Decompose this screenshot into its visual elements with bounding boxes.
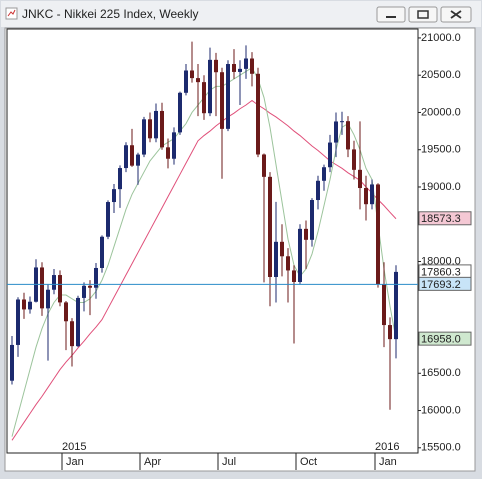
candle-body <box>94 267 98 288</box>
candle-body <box>346 121 350 150</box>
candle-body <box>160 110 164 148</box>
price-label: 17693.2 <box>421 279 461 291</box>
x-tick-label: Jan <box>379 456 397 468</box>
y-tick-label: 16000.0 <box>421 404 461 416</box>
candle-body <box>196 78 200 83</box>
candle-body <box>376 184 380 284</box>
candle-body <box>82 285 86 298</box>
candle-body <box>142 119 146 155</box>
candle-body <box>10 344 14 381</box>
candle-body <box>154 110 158 139</box>
plot-layer: 21000.0 20500.0 20000.0 19500.0 19000.0 18000… <box>7 32 472 470</box>
close-icon <box>450 10 462 19</box>
price-label: 17860.3 <box>421 266 461 278</box>
y-tick-label: 20000.0 <box>421 106 461 118</box>
candle-body <box>394 271 398 340</box>
candle-body <box>100 236 104 268</box>
window-icon-graph <box>7 9 16 17</box>
candle-body <box>124 145 128 169</box>
candle-body <box>274 241 278 277</box>
candle-body <box>262 154 266 177</box>
candle-body <box>298 228 302 282</box>
candle-body <box>214 59 218 73</box>
maximize-icon <box>417 10 429 19</box>
candle-body <box>292 270 296 282</box>
candle-body <box>310 200 314 240</box>
candle-body <box>268 176 272 277</box>
candle-body <box>316 180 320 201</box>
candle-body <box>328 142 332 168</box>
candle-body <box>226 64 230 129</box>
candle-body <box>352 149 356 170</box>
candle-body <box>58 275 62 303</box>
candle-body <box>52 275 56 290</box>
candle-body <box>256 73 260 155</box>
y-tick-label: 16500.0 <box>421 367 461 379</box>
candle-body <box>16 299 20 345</box>
y-tick-label: 21000.0 <box>421 32 461 44</box>
candle-body <box>322 167 326 181</box>
candle-body <box>172 132 176 159</box>
candle-body <box>46 289 50 309</box>
candle-body <box>118 168 122 190</box>
x-tick-label: Oct <box>300 456 317 468</box>
candle-body <box>208 59 212 114</box>
window-icon <box>5 7 18 20</box>
candle-body <box>280 241 284 257</box>
y-tick-label: 20500.0 <box>421 69 461 81</box>
y-tick-label: 15500.0 <box>421 442 461 454</box>
year-label: 2016 <box>375 441 399 453</box>
candle-body <box>220 72 224 129</box>
candle-body <box>178 92 182 133</box>
candle-body <box>382 283 386 326</box>
candle-body <box>166 147 170 159</box>
price-label: 18573.3 <box>421 213 461 225</box>
candle-body <box>40 267 44 309</box>
candle-body <box>388 325 392 340</box>
x-tick-label: Apr <box>144 456 161 468</box>
candle-body <box>136 154 140 166</box>
candle-body <box>106 202 110 237</box>
candle-body <box>358 169 362 189</box>
candle-body <box>232 64 236 72</box>
y-tick-label: 19500.0 <box>421 144 461 156</box>
x-tick-label: Jan <box>66 456 84 468</box>
candle-body <box>202 82 206 114</box>
chart-title: JNKC - Nikkei 225 Index, Weekly <box>22 7 199 21</box>
candle-body <box>28 301 32 310</box>
candle-body <box>340 121 344 123</box>
candle-body <box>184 70 188 93</box>
y-tick-label: 18000.0 <box>421 255 461 267</box>
candle-body <box>244 58 248 69</box>
candle-body <box>250 58 254 74</box>
candle-body <box>88 285 92 288</box>
candle-body <box>370 184 374 205</box>
candle-body <box>286 256 290 271</box>
price-label-box <box>418 276 472 291</box>
candle-body <box>334 121 338 143</box>
candle-body <box>364 188 368 205</box>
candle-body <box>148 119 152 139</box>
candle-body <box>238 68 242 72</box>
candle-body <box>304 228 308 240</box>
candle-body <box>112 189 116 203</box>
year-label: 2015 <box>62 441 86 453</box>
candle-body <box>76 297 80 347</box>
window-buttons <box>376 6 472 23</box>
x-tick-label: Jul <box>222 456 236 468</box>
candle-body <box>130 145 134 166</box>
maximize-button[interactable] <box>408 6 438 23</box>
y-tick-label: 19000.0 <box>421 181 461 193</box>
plot-area <box>6 28 419 454</box>
candle-body <box>190 70 194 79</box>
minimize-button[interactable] <box>376 6 406 23</box>
candle-body <box>64 302 68 322</box>
price-label-box <box>418 331 472 346</box>
candle-body <box>70 321 74 347</box>
candle-body <box>22 299 26 310</box>
price-label: 16958.0 <box>421 334 461 346</box>
price-label-box <box>418 211 472 226</box>
